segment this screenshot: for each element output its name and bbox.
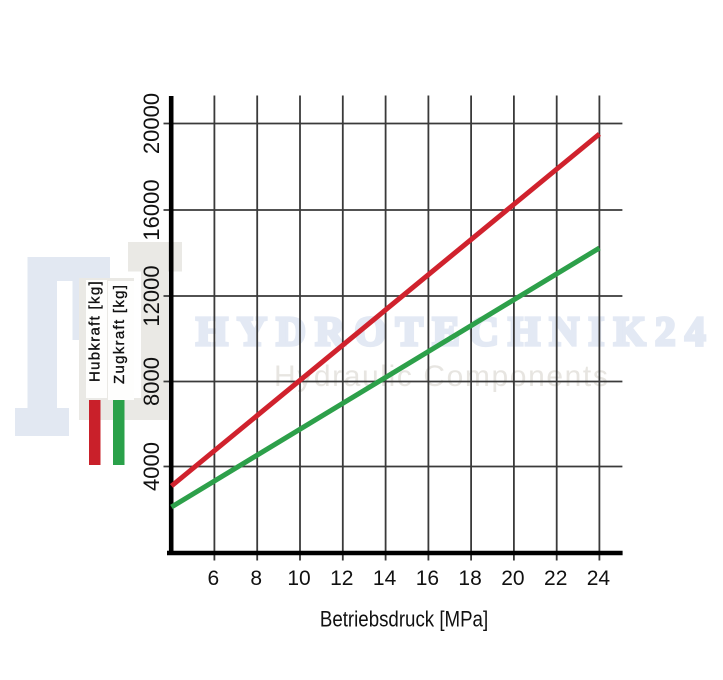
- svg-text:Hydraulic Components: Hydraulic Components: [274, 360, 609, 393]
- svg-text:8000: 8000: [139, 357, 164, 406]
- svg-text:Zugkraft [kg]: Zugkraft [kg]: [111, 284, 128, 384]
- svg-text:12: 12: [330, 567, 353, 590]
- svg-text:16: 16: [416, 567, 439, 590]
- svg-text:22: 22: [544, 567, 567, 590]
- svg-text:20000: 20000: [139, 93, 164, 154]
- svg-text:18: 18: [458, 567, 481, 590]
- svg-text:8: 8: [250, 567, 262, 590]
- svg-text:4000: 4000: [139, 442, 164, 491]
- svg-text:Betriebsdruck [MPa]: Betriebsdruck [MPa]: [320, 608, 488, 632]
- svg-text:16000: 16000: [139, 179, 164, 240]
- svg-text:Hubkraft [kg]: Hubkraft [kg]: [87, 280, 104, 382]
- svg-text:24: 24: [587, 567, 611, 590]
- svg-text:HYDROTECHNIK24: HYDROTECHNIK24: [196, 308, 715, 354]
- svg-text:10: 10: [287, 567, 310, 590]
- svg-text:20: 20: [501, 567, 524, 590]
- svg-text:12000: 12000: [139, 265, 164, 326]
- svg-text:14: 14: [373, 567, 397, 590]
- svg-text:6: 6: [208, 567, 220, 590]
